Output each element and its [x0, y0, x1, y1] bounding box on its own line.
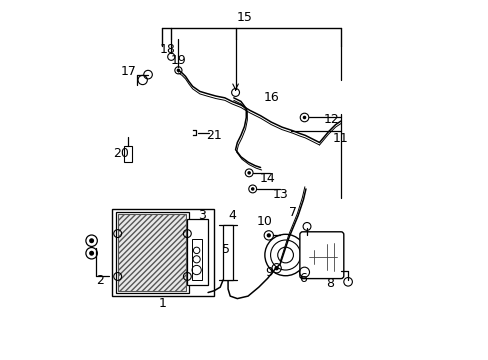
- Text: 12: 12: [324, 113, 339, 126]
- Circle shape: [247, 171, 250, 175]
- Text: 5: 5: [221, 243, 229, 256]
- Circle shape: [302, 116, 305, 119]
- Text: 9: 9: [265, 266, 273, 279]
- Text: 15: 15: [236, 11, 252, 24]
- Text: 19: 19: [170, 54, 186, 67]
- Text: 21: 21: [206, 129, 222, 142]
- Text: 11: 11: [332, 132, 348, 145]
- Bar: [118, 213, 185, 292]
- Circle shape: [250, 187, 254, 191]
- Circle shape: [89, 238, 94, 243]
- Bar: [191, 239, 201, 280]
- Bar: [116, 212, 189, 293]
- FancyBboxPatch shape: [299, 232, 343, 279]
- Text: 20: 20: [113, 147, 129, 160]
- Bar: [187, 219, 207, 285]
- Circle shape: [89, 251, 94, 256]
- Text: 14: 14: [259, 172, 275, 185]
- Text: 4: 4: [227, 209, 235, 222]
- Text: 8: 8: [325, 277, 334, 290]
- Text: 16: 16: [263, 91, 279, 104]
- Text: 7: 7: [288, 206, 296, 219]
- Text: 2: 2: [96, 274, 103, 287]
- Bar: [223, 225, 233, 280]
- Text: 6: 6: [299, 272, 307, 285]
- Text: 17: 17: [120, 64, 136, 77]
- Text: 3: 3: [197, 209, 205, 222]
- Bar: [112, 208, 214, 296]
- Text: 13: 13: [272, 188, 287, 201]
- Text: 18: 18: [160, 43, 175, 56]
- Text: 1: 1: [158, 297, 166, 310]
- Circle shape: [274, 266, 278, 270]
- Text: 10: 10: [256, 215, 271, 228]
- Circle shape: [176, 68, 180, 72]
- Bar: [123, 146, 131, 162]
- Circle shape: [266, 233, 270, 238]
